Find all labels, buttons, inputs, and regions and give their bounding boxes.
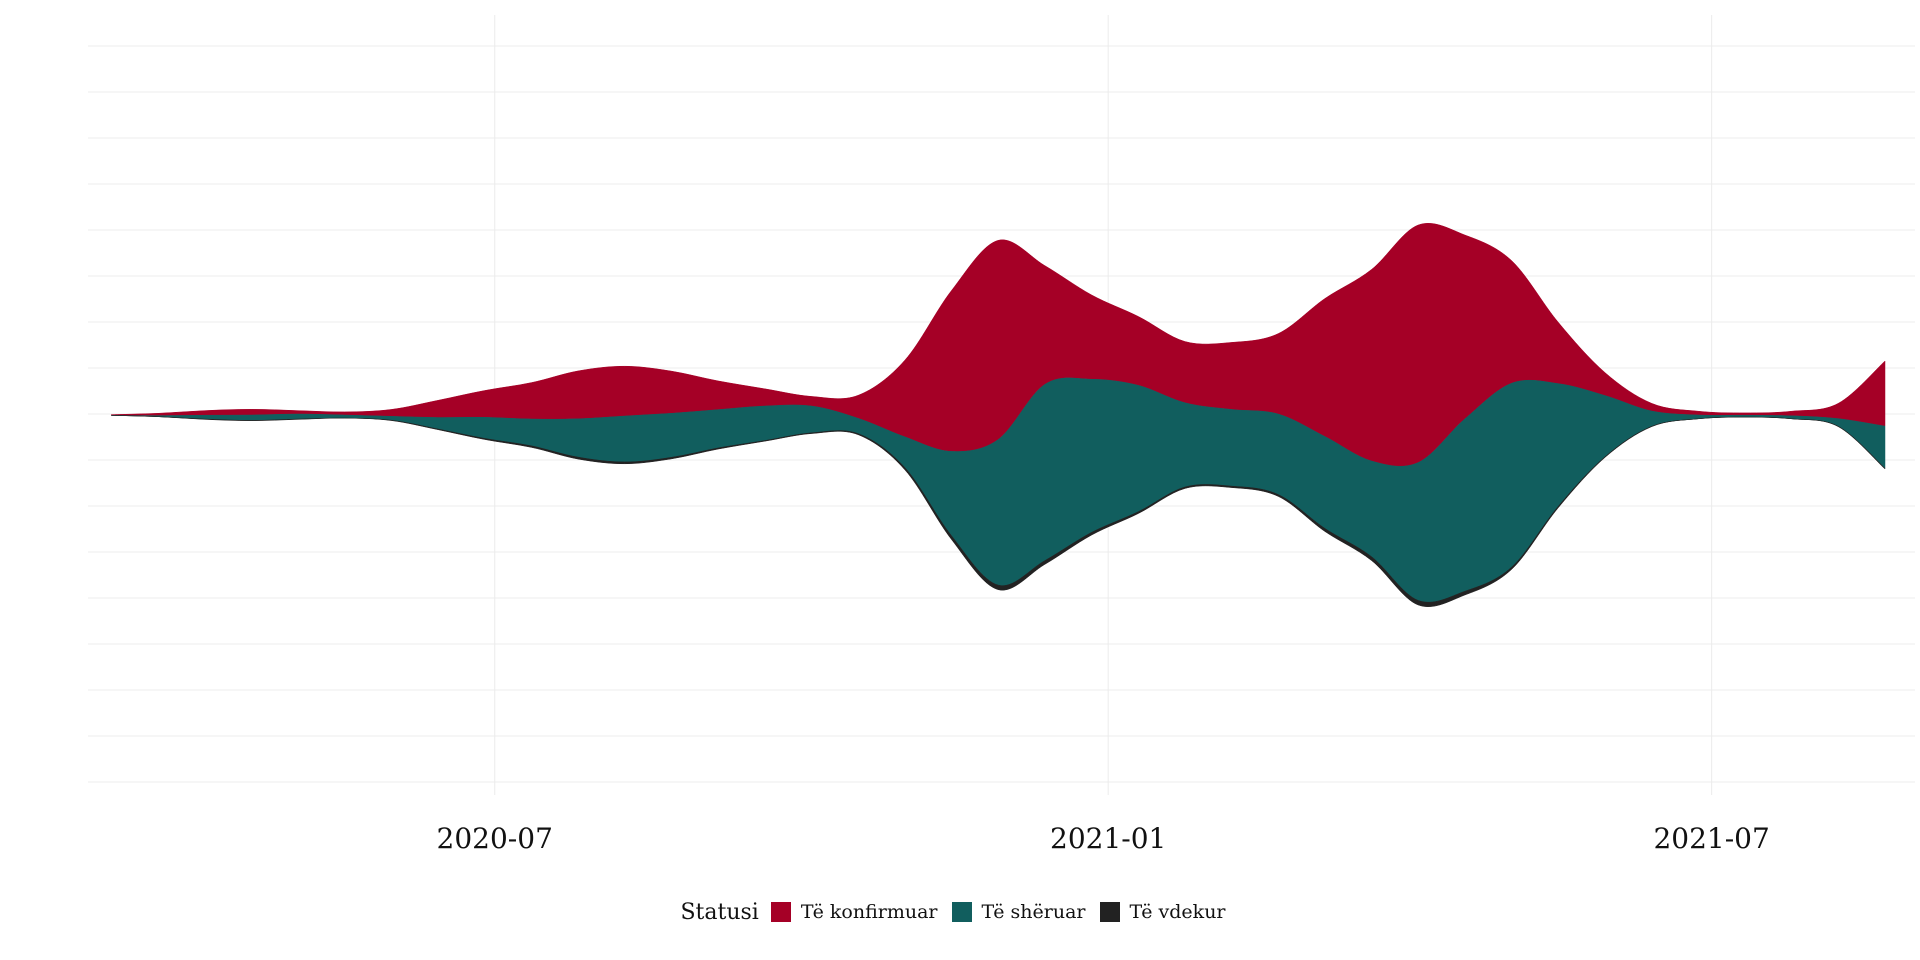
legend-label-deaths: Të vdekur [1129, 901, 1226, 923]
legend-item-confirmed: Të konfirmuar [770, 901, 938, 923]
legend-swatch-confirmed [770, 902, 791, 922]
legend-swatch-recovered [951, 902, 972, 922]
legend-label-confirmed: Të konfirmuar [800, 901, 938, 923]
legend-item-deaths: Të vdekur [1099, 901, 1226, 923]
stream-areas [111, 223, 1886, 607]
x-tick-label: 2021-01 [1050, 822, 1166, 855]
legend-item-recovered: Të shëruar [951, 901, 1086, 923]
legend: Statusi Të konfirmuar Të shëruar Të vdek… [0, 892, 1920, 932]
x-axis-ticks: 2020-07 2021-01 2021-07 [437, 822, 1770, 855]
x-tick-label: 2021-07 [1653, 822, 1769, 855]
legend-title: Statusi [680, 899, 759, 925]
legend-label-recovered: Të shëruar [981, 901, 1086, 923]
stream-area-deaths [111, 415, 1886, 607]
x-tick-label: 2020-07 [437, 822, 553, 855]
legend-swatch-deaths [1099, 902, 1120, 922]
